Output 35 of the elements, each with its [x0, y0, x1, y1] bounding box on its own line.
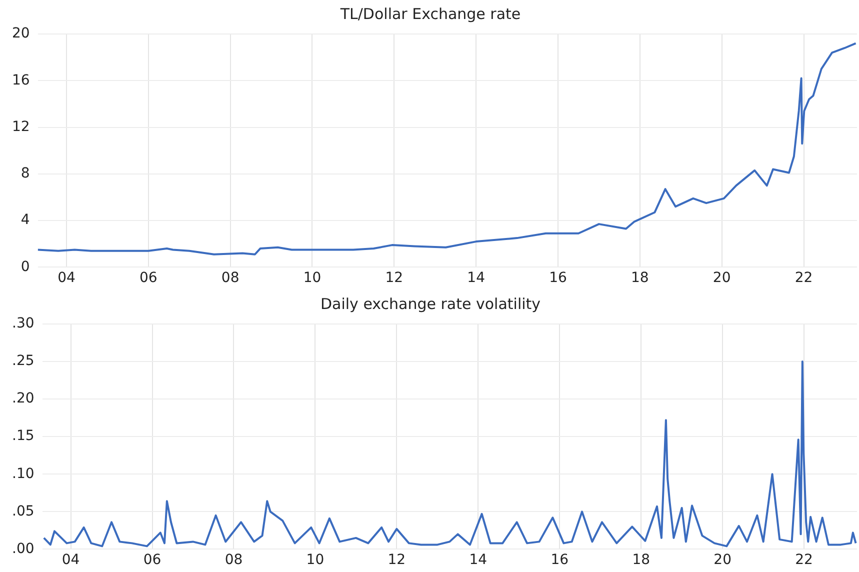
- x-tick-label: 12: [385, 270, 404, 286]
- y-tick-label: .25: [12, 353, 34, 370]
- x-tick-label: 16: [550, 552, 569, 568]
- x-tick-label: 04: [58, 270, 76, 286]
- y-tick-label: .05: [12, 503, 34, 520]
- y-tick-label: 8: [20, 166, 30, 182]
- y-tick-label: 20: [12, 26, 30, 42]
- y-tick-label: .30: [12, 316, 34, 332]
- y-tick-label: .00: [12, 540, 34, 557]
- x-tick-label: 16: [549, 270, 567, 286]
- y-tick-label: 12: [12, 118, 30, 135]
- x-tick-label: 08: [221, 270, 240, 286]
- y-tick-label: 4: [20, 212, 30, 228]
- x-tick-label: 14: [467, 270, 486, 286]
- x-tick-label: 22: [795, 552, 813, 568]
- x-tick-label: 10: [306, 552, 324, 568]
- y-tick-label: 16: [12, 72, 30, 88]
- y-tick-label: .10: [12, 466, 34, 482]
- x-tick-label: 14: [469, 552, 488, 568]
- y-tick-label: 0: [20, 258, 30, 275]
- x-tick-label: 04: [62, 552, 80, 568]
- x-tick-label: 20: [714, 552, 732, 568]
- y-tick-label: .20: [12, 390, 34, 407]
- x-tick-label: 08: [224, 552, 243, 568]
- x-tick-label: 12: [388, 552, 406, 568]
- x-tick-label: 18: [632, 552, 650, 568]
- x-tick-label: 20: [712, 270, 731, 286]
- x-tick-label: 22: [794, 270, 813, 286]
- chart-title: TL/Dollar Exchange rate: [339, 4, 521, 23]
- chart-title: Daily exchange rate volatility: [320, 294, 541, 313]
- x-tick-label: 06: [143, 552, 162, 568]
- x-tick-label: 06: [139, 270, 158, 286]
- x-tick-label: 10: [303, 270, 322, 286]
- y-tick-label: .15: [12, 428, 34, 444]
- x-tick-label: 18: [631, 270, 649, 286]
